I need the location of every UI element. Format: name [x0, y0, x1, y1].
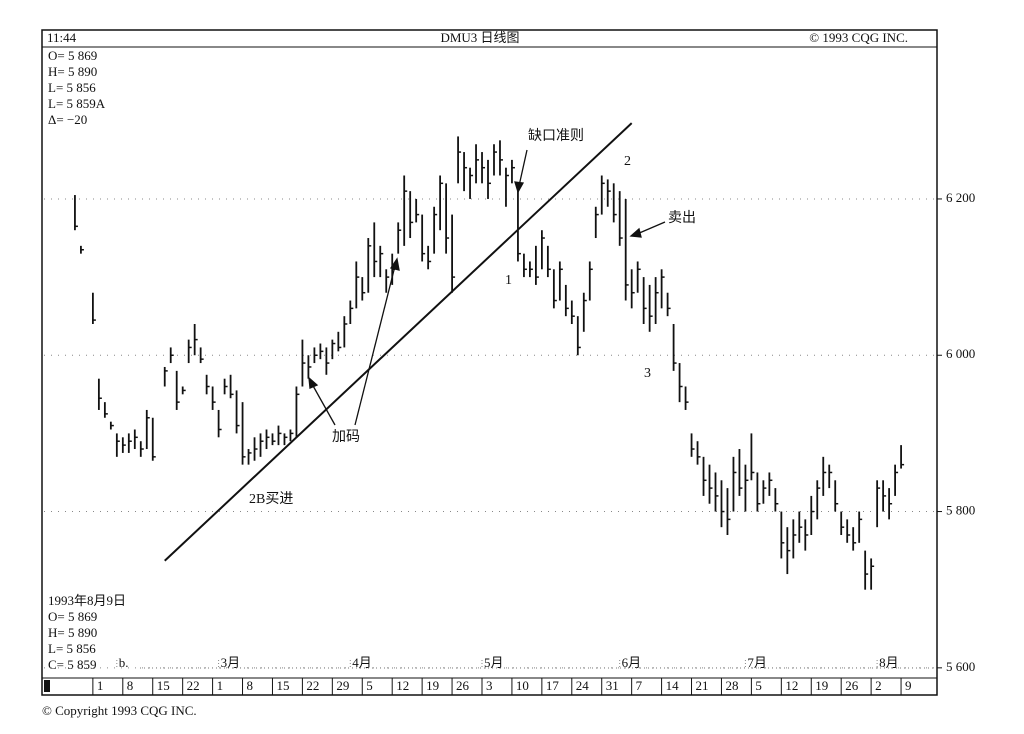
- copyright: © 1993 CQG INC.: [809, 30, 908, 45]
- x-tick-label: 7: [636, 678, 643, 693]
- annotation: 3: [644, 366, 651, 381]
- info-line: C= 5 859: [48, 657, 97, 672]
- arrow: [518, 149, 528, 187]
- info-line: O= 5 869: [48, 609, 97, 624]
- arrow-head: [308, 376, 319, 389]
- arrow: [311, 383, 336, 426]
- month-label: 7月: [747, 655, 767, 670]
- info-line: L= 5 856: [48, 641, 96, 656]
- x-tick-label: 10: [516, 678, 529, 693]
- time: 11:44: [47, 30, 77, 45]
- x-tick-label: 5: [366, 678, 373, 693]
- x-tick-label: 22: [187, 678, 200, 693]
- x-tick-label: 29: [336, 678, 349, 693]
- annotation: 加码: [332, 429, 360, 445]
- x-tick-label: 12: [785, 678, 798, 693]
- x-tick-label: 19: [426, 678, 439, 693]
- frame: [41, 29, 938, 696]
- info-line: 1993年8月9日: [48, 593, 126, 608]
- trend-line: [164, 122, 633, 562]
- month-label: 6月: [622, 655, 642, 670]
- month-label: 5月: [484, 655, 504, 670]
- annotation: 1: [505, 273, 512, 288]
- x-tick-label: 3: [486, 678, 493, 693]
- x-tick-label: 19: [815, 678, 828, 693]
- month-label: 4月: [352, 655, 372, 670]
- x-tick-label: 17: [546, 678, 560, 693]
- x-tick-label: 14: [666, 678, 680, 693]
- x-tick-label: 15: [157, 678, 170, 693]
- month-label: 3月: [221, 655, 241, 670]
- info-line: O= 5 869: [48, 48, 97, 63]
- x-tick-label: 12: [396, 678, 409, 693]
- arrow: [354, 265, 396, 426]
- arrow-head: [629, 227, 642, 238]
- annotation: 2: [624, 154, 631, 169]
- arrow-head: [514, 181, 525, 194]
- info-line: L= 5 859A: [48, 96, 106, 111]
- y-tick-label: 6 200: [946, 190, 975, 205]
- x-tick-label: 9: [905, 678, 912, 693]
- x-tick-label: 1: [217, 678, 224, 693]
- footer: © Copyright 1993 CQG INC.: [42, 703, 197, 718]
- info-line: Δ= −20: [48, 112, 87, 127]
- x-tick-label: 5: [755, 678, 762, 693]
- x-tick-label: 15: [276, 678, 289, 693]
- y-tick-label: 5 600: [946, 659, 975, 674]
- arrow: [636, 221, 666, 235]
- x-tick-label: 1: [97, 678, 104, 693]
- x-tick-label: 2: [875, 678, 882, 693]
- y-tick-label: 6 000: [946, 346, 975, 361]
- x-tick-label: 26: [456, 678, 470, 693]
- annotation: 2B买进: [249, 491, 293, 507]
- info-line: H= 5 890: [48, 625, 97, 640]
- month-label: 8月: [879, 655, 899, 670]
- x-tick-label: 8: [247, 678, 254, 693]
- x-tick-label: 28: [725, 678, 738, 693]
- month-label: b.: [119, 655, 129, 670]
- x-tick-label: 8: [127, 678, 134, 693]
- chart-title: DMU3 日线图: [440, 30, 519, 45]
- x-tick-label: 24: [576, 678, 590, 693]
- info-line: L= 5 856: [48, 80, 96, 95]
- x-tick-label: 26: [845, 678, 859, 693]
- x-tick-label: 21: [696, 678, 709, 693]
- y-tick-label: 5 800: [946, 503, 975, 518]
- annotation: 缺口准则: [528, 128, 584, 144]
- x-tick-label: 31: [606, 678, 619, 693]
- scroll-marker: [44, 680, 50, 692]
- info-line: H= 5 890: [48, 64, 97, 79]
- x-tick-label: 22: [306, 678, 319, 693]
- annotation: 卖出: [668, 210, 696, 226]
